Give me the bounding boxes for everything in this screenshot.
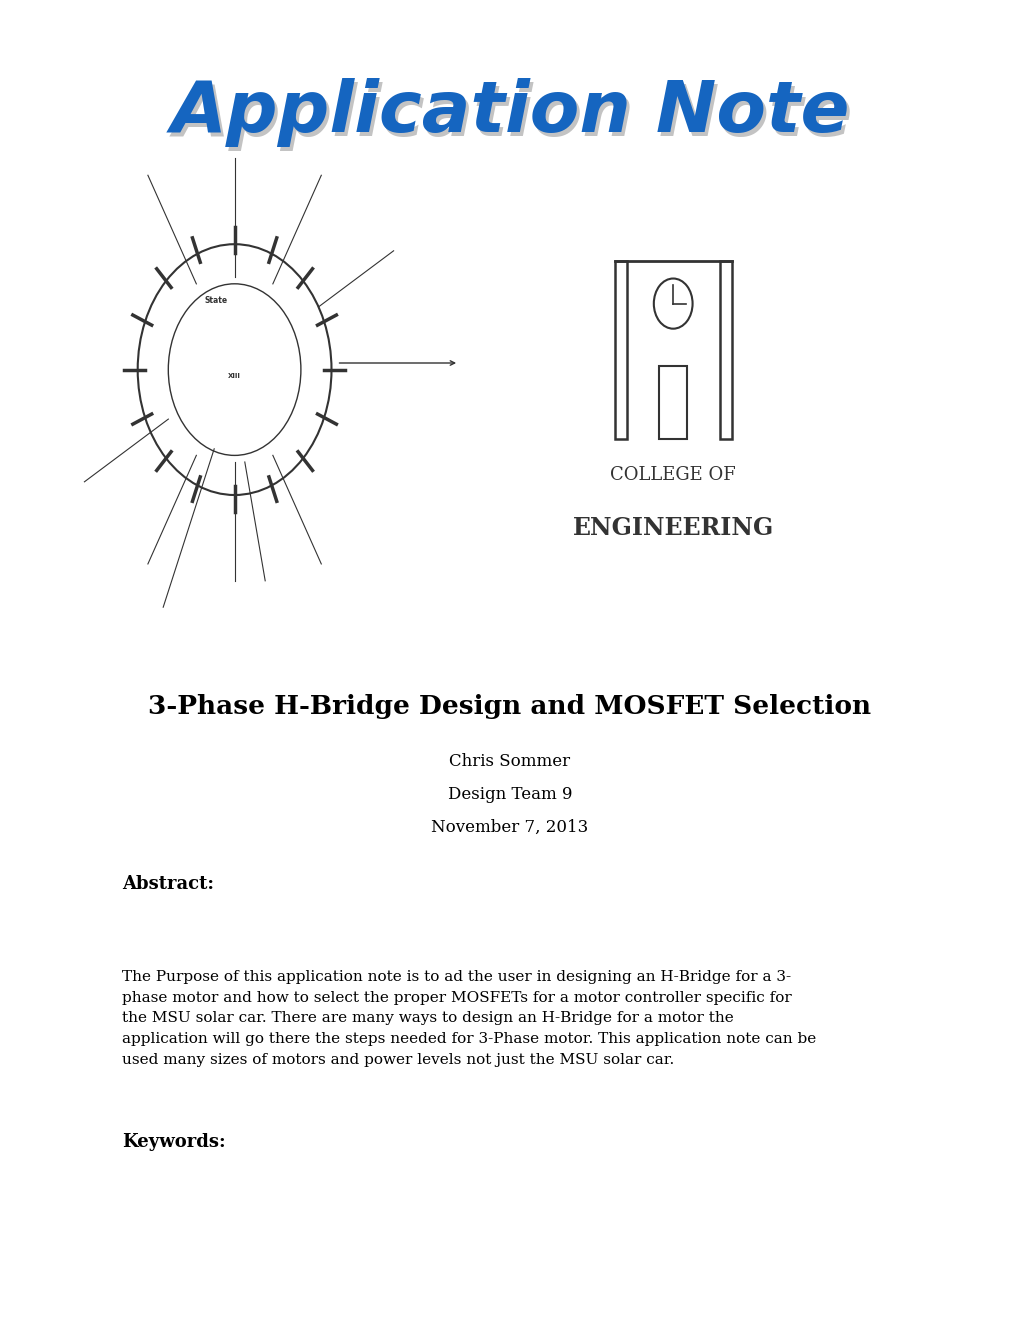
Text: XIII: XIII <box>228 374 240 379</box>
Text: Chris Sommer: Chris Sommer <box>449 754 570 770</box>
Text: Design Team 9: Design Team 9 <box>447 787 572 803</box>
Text: Application Note: Application Note <box>173 82 852 150</box>
Text: Abstract:: Abstract: <box>122 875 214 894</box>
Text: 3-Phase H-Bridge Design and MOSFET Selection: 3-Phase H-Bridge Design and MOSFET Selec… <box>149 694 870 718</box>
Text: Application Note: Application Note <box>170 78 849 147</box>
Text: Keywords:: Keywords: <box>122 1133 226 1151</box>
Text: ENGINEERING: ENGINEERING <box>572 516 773 540</box>
Text: COLLEGE OF: COLLEGE OF <box>609 466 736 484</box>
Text: November 7, 2013: November 7, 2013 <box>431 820 588 836</box>
Text: State: State <box>205 297 227 305</box>
Text: The Purpose of this application note is to ad the user in designing an H-Bridge : The Purpose of this application note is … <box>122 970 816 1067</box>
